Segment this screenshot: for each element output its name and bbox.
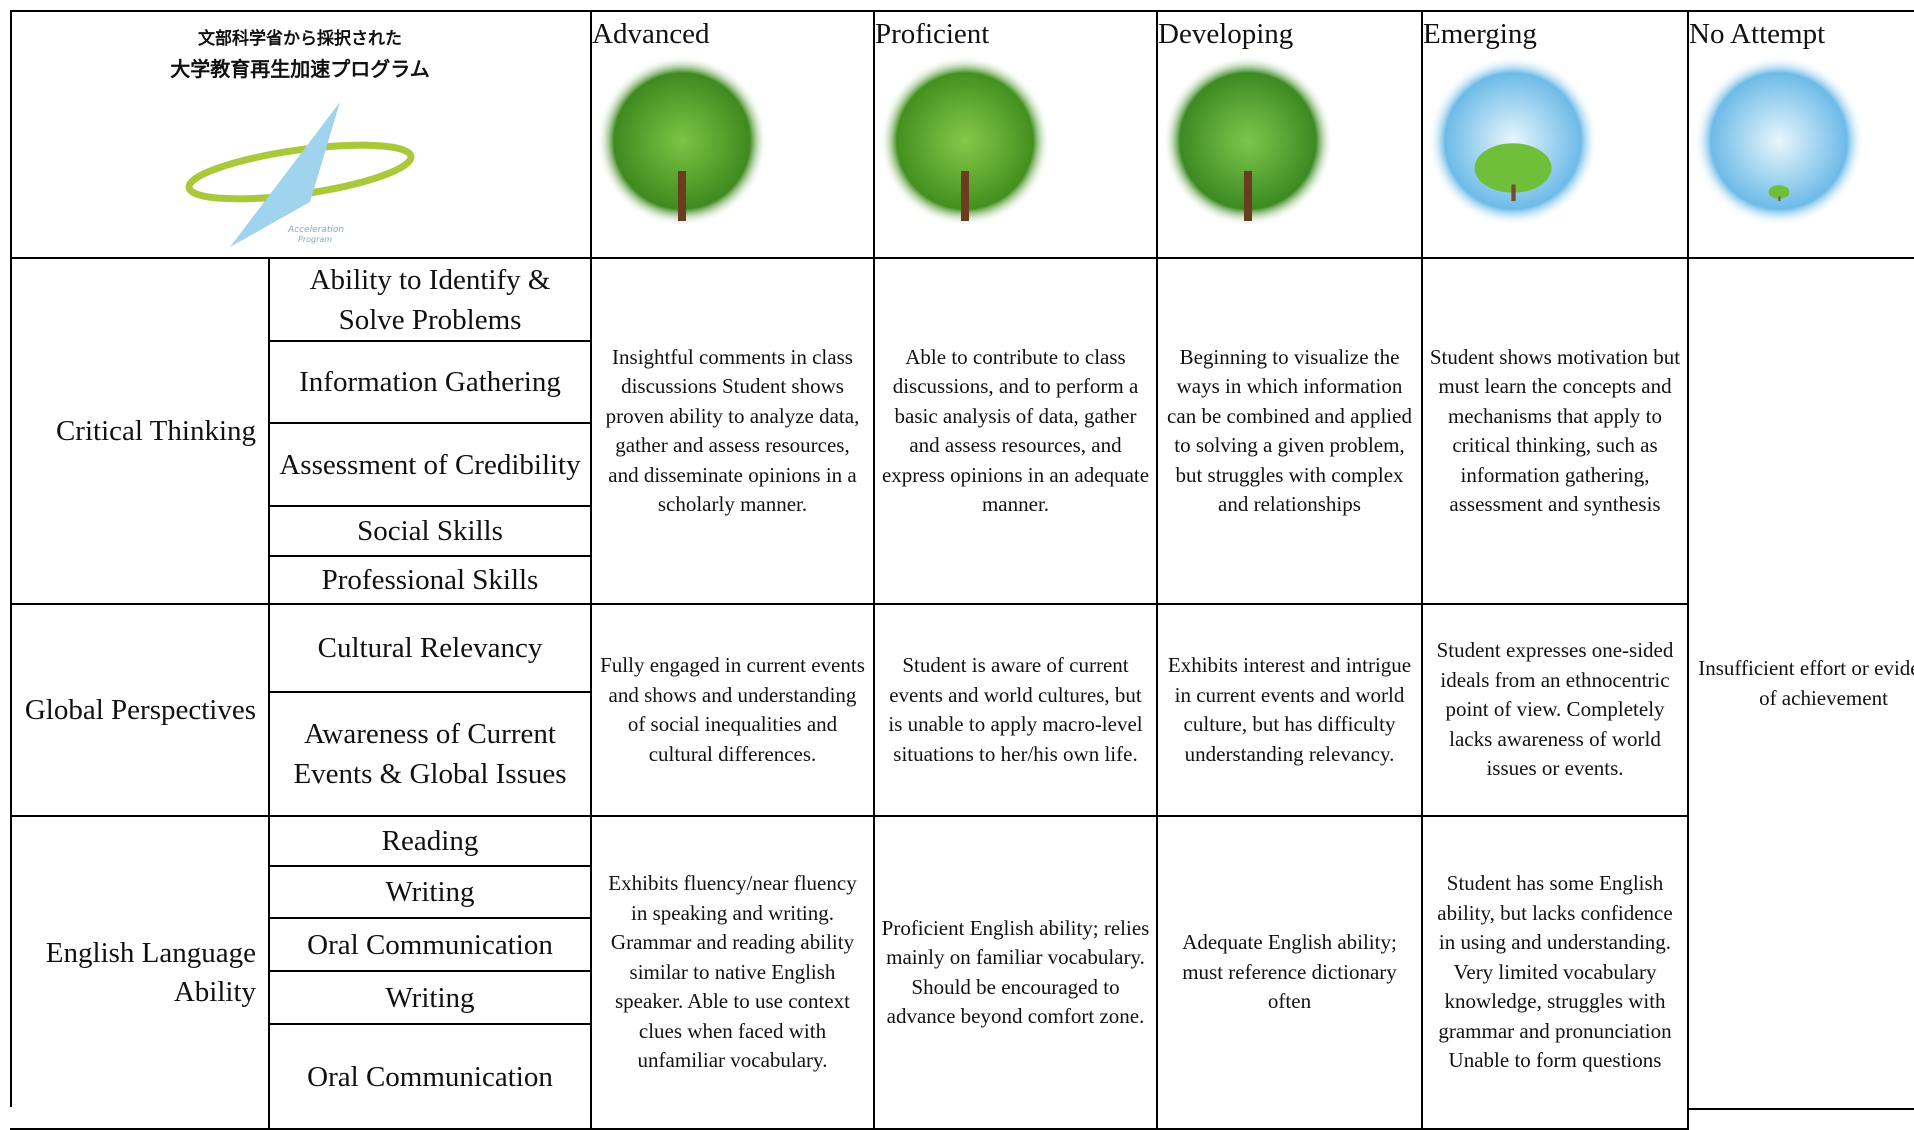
cell-text: Social Skills [357,515,503,547]
cell-text: Proficient English ability; relies mainl… [881,915,1150,1029]
cell-text: Fully engaged in current events and show… [600,653,865,766]
cell-text: English Language Ability [45,936,256,1008]
cell-text: Writing [385,981,475,1014]
cell-text: Exhibits fluency/near fluency in speakin… [608,871,857,1073]
cell-text: Able to contribute to class discussions,… [881,344,1150,517]
table-frame [10,10,1914,1107]
skill: Assessment of Credibility [270,424,592,507]
skill: Oral Communication [270,919,592,972]
cell-text: Advanced [592,18,710,50]
tree-image [597,56,767,226]
cell-text: Assessment of Credibility [279,448,581,481]
cell-text: Cultural Relevancy [317,632,543,664]
cell-text: Insightful comments in class discussions… [605,344,860,517]
skill: Reading [270,817,592,867]
cell-text: Student has some English ability, but la… [1437,871,1673,1073]
level-header: Proficient [875,10,1158,259]
cell-text: Beginning to visualize the ways in which… [1167,344,1412,517]
cell-text: Developing [1158,18,1294,50]
descriptor: Exhibits interest and intrigue in curren… [1158,605,1423,817]
cell-text: Ability to Identify & Solve Problems [309,263,551,336]
logo-text: 文部科学省から採択された [198,29,402,49]
cell-text: Adequate English ability; must reference… [1182,930,1397,1014]
cell-text: Professional Skills [321,564,539,596]
category: English Language Ability [10,817,270,1130]
page: 文部科学省から採択された 大学教育再生加速プログラム Acceleration … [10,10,1914,1130]
skill: Awareness of Current Events & Global Iss… [270,693,592,817]
descriptor: Student expresses one-sided ideals from … [1423,605,1689,817]
cell-text: Global Perspectives [24,693,256,726]
descriptor: Student has some English ability, but la… [1423,817,1689,1130]
cell-text: Critical Thinking [55,414,256,447]
cell-text: Awareness of Current Events & Global Iss… [293,718,567,790]
skill: Ability to Identify & Solve Problems [270,259,592,342]
cell-text: Student shows motivation but must learn … [1429,344,1681,517]
cell-text: Insufficient effort or evidence of achie… [1698,656,1914,710]
skill: Cultural Relevancy [270,605,592,693]
cell-text: No Attempt [1689,18,1826,50]
level-header: No Attempt [1689,10,1914,259]
logo-sub: Acceleration [287,225,344,235]
cell-text: Exhibits interest and intrigue in curren… [1167,653,1412,766]
cell-text: Student expresses one-sided ideals from … [1436,638,1674,781]
level-header: Advanced [592,10,875,259]
descriptor: Student is aware of current events and w… [875,605,1158,817]
cell-text: Information Gathering [299,366,561,398]
tree-image [1428,56,1598,226]
skill: Social Skills [270,507,592,557]
skill: Information Gathering [270,342,592,424]
descriptor: Adequate English ability; must reference… [1158,817,1423,1130]
tree-image [880,56,1050,226]
cell-text: Oral Communication [307,1060,553,1093]
cell-text: Oral Communication [307,928,553,961]
descriptor: Fully engaged in current events and show… [592,605,875,817]
cell-text: Reading [381,825,479,857]
logo-text: 大学教育再生加速プログラム [170,57,430,81]
skill: Writing [270,867,592,919]
descriptor: Able to contribute to class discussions,… [875,259,1158,605]
logo-cell: 文部科学省から採択された 大学教育再生加速プログラム Acceleration … [10,10,592,259]
cell-text: Writing [385,876,475,908]
cell-text: Proficient [875,18,990,50]
descriptor: Proficient English ability; relies mainl… [875,817,1158,1130]
skill: Professional Skills [270,557,592,605]
category: Critical Thinking [10,259,270,605]
descriptor: Student shows motivation but must learn … [1423,259,1689,605]
descriptor: Insightful comments in class discussions… [592,259,875,605]
cell-text: Emerging [1423,18,1537,50]
category: Global Perspectives [10,605,270,817]
tree-image [1694,56,1864,226]
logo-sub: Program [298,235,332,244]
descriptor: Beginning to visualize the ways in which… [1158,259,1423,605]
skill: Oral Communication [270,1025,592,1130]
cell-text: Student is aware of current events and w… [888,653,1143,766]
skill: Writing [270,972,592,1025]
logo-graphic: Acceleration Program [185,102,415,247]
level-header: Emerging [1423,10,1689,259]
descriptor: Exhibits fluency/near fluency in speakin… [592,817,875,1130]
tree-image [1163,56,1333,226]
no-attempt-descriptor: Insufficient effort or evidence of achie… [1689,259,1914,1110]
level-header: Developing [1158,10,1423,259]
